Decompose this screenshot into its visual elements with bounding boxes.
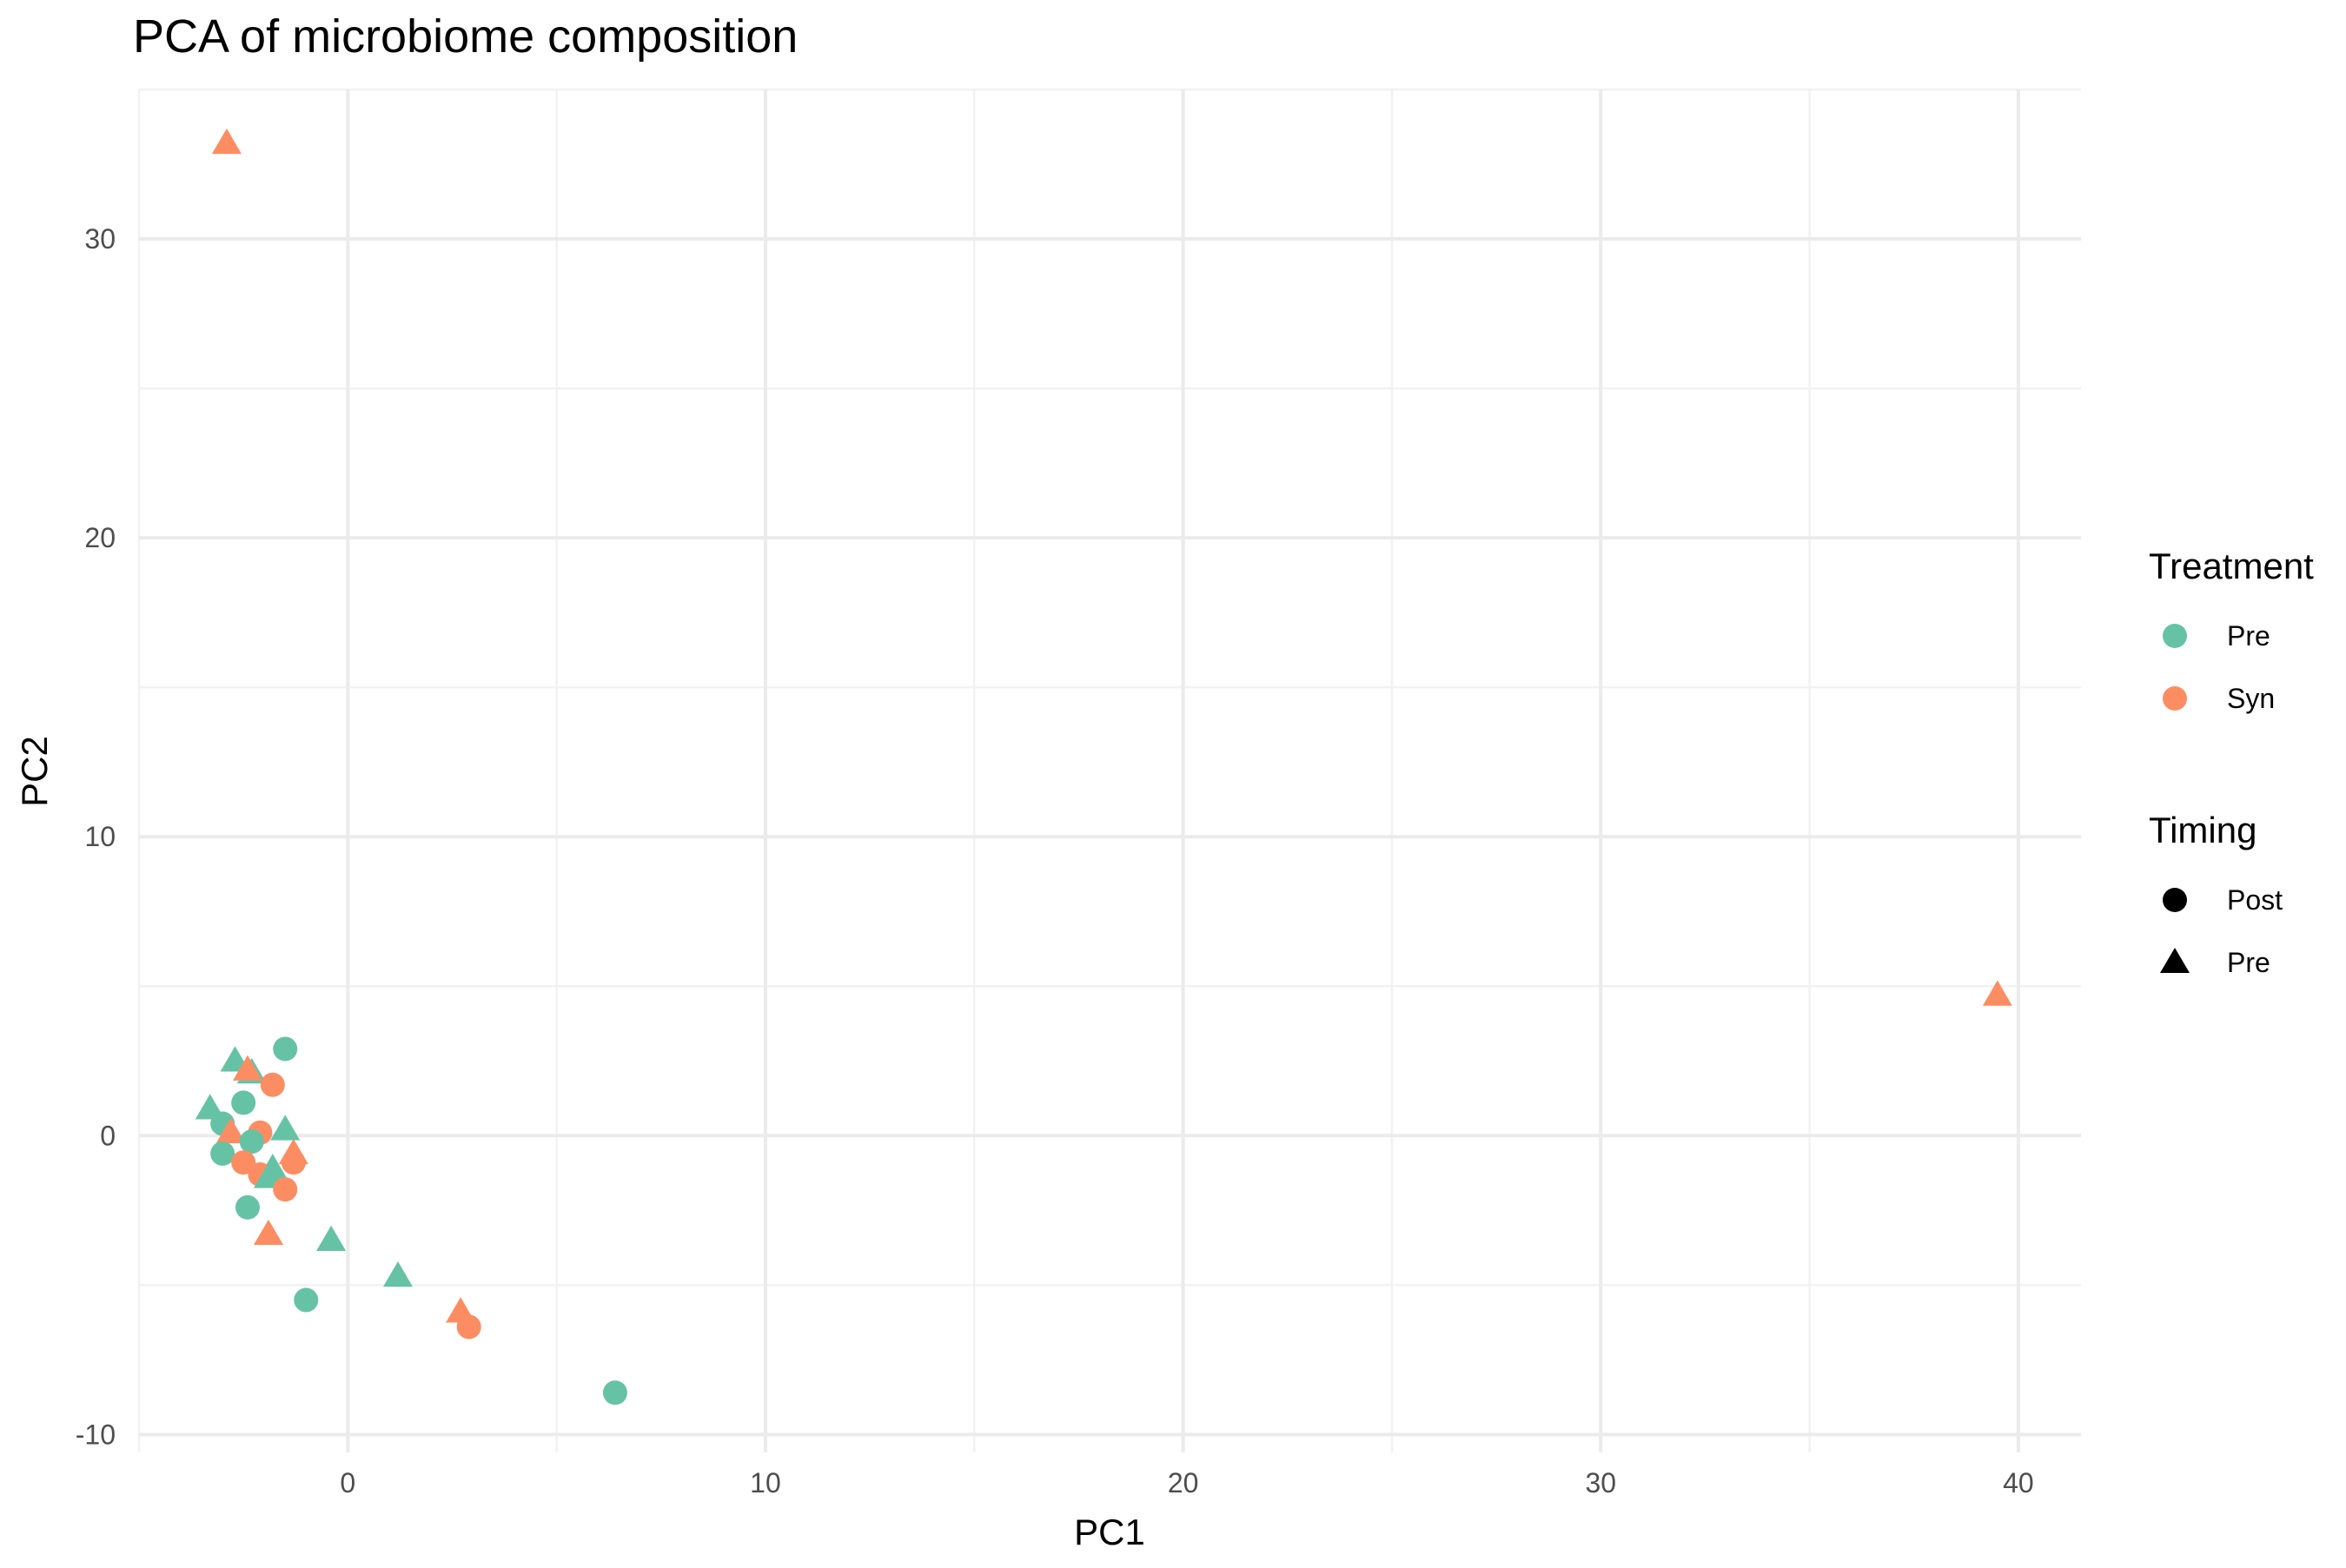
y-axis-title: PC2 bbox=[14, 736, 55, 807]
legend-title-treatment: Treatment bbox=[2149, 546, 2314, 586]
data-point-triangle bbox=[446, 1297, 476, 1323]
data-point-triangle bbox=[232, 1055, 262, 1081]
data-point-circle bbox=[602, 1380, 627, 1406]
data-point-triangle bbox=[211, 128, 242, 155]
data-point-circle bbox=[260, 1072, 285, 1097]
x-tick-label: 40 bbox=[2003, 1467, 2034, 1499]
legend-label-timing-post: Post bbox=[2227, 884, 2283, 916]
data-point-triangle bbox=[215, 1117, 246, 1144]
data-point-circle bbox=[231, 1090, 256, 1115]
data-point-circle bbox=[235, 1194, 260, 1220]
x-axis-title: PC1 bbox=[1074, 1512, 1145, 1552]
y-tick-label: 0 bbox=[100, 1120, 116, 1151]
y-tick-label: -10 bbox=[76, 1419, 116, 1450]
grid-layer bbox=[137, 88, 2081, 1452]
data-point-triangle bbox=[383, 1260, 413, 1287]
legend-key-timing-pre bbox=[2160, 948, 2190, 973]
legend-key-treatment-pre bbox=[2163, 624, 2187, 648]
ticks-layer: 0 10 20 30 40 -10 0 10 20 30 bbox=[76, 223, 2034, 1499]
legend-title-timing: Timing bbox=[2149, 810, 2257, 850]
x-tick-label: 30 bbox=[1585, 1467, 1616, 1499]
legend-label-treatment-pre: Pre bbox=[2227, 620, 2270, 652]
data-point-circle bbox=[294, 1287, 319, 1313]
legend: Treatment Pre Syn Timing Post Pre bbox=[2149, 546, 2314, 978]
data-point-triangle bbox=[1982, 980, 2012, 1006]
y-tick-label: 20 bbox=[84, 522, 116, 553]
data-point-triangle bbox=[316, 1225, 347, 1251]
chart-title: PCA of microbiome composition bbox=[133, 10, 798, 63]
legend-label-treatment-syn: Syn bbox=[2227, 683, 2275, 714]
data-point-triangle bbox=[270, 1115, 301, 1141]
data-point-triangle bbox=[254, 1219, 283, 1246]
x-tick-label: 10 bbox=[750, 1467, 781, 1499]
data-point-circle bbox=[210, 1141, 235, 1166]
y-tick-label: 10 bbox=[84, 821, 116, 852]
data-point-circle bbox=[281, 1150, 306, 1175]
legend-key-treatment-syn bbox=[2163, 686, 2187, 711]
legend-key-timing-post bbox=[2163, 888, 2187, 912]
legend-label-timing-pre: Pre bbox=[2227, 947, 2270, 978]
data-point-circle bbox=[273, 1177, 298, 1202]
x-tick-label: 0 bbox=[340, 1467, 355, 1499]
x-tick-label: 20 bbox=[1168, 1467, 1199, 1499]
y-tick-label: 30 bbox=[84, 223, 116, 255]
data-point-circle bbox=[239, 1129, 264, 1154]
points-layer bbox=[195, 128, 2012, 1406]
data-point-circle bbox=[273, 1036, 298, 1062]
